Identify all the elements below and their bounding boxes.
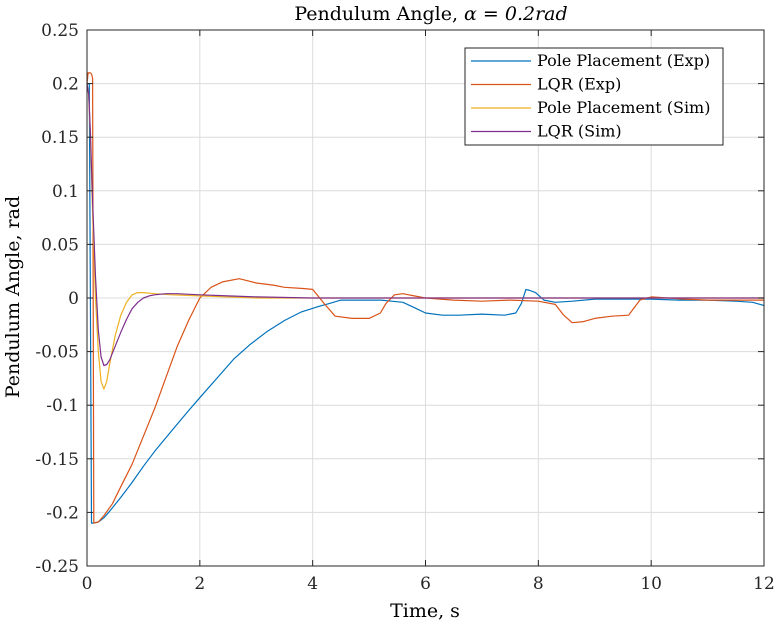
chart-title-math: α = 0.2rad — [464, 3, 568, 25]
y-tick-label: -0.2 — [46, 503, 79, 523]
legend: Pole Placement (Exp) LQR (Exp) Pole Placem… — [464, 47, 724, 146]
y-tick-label: -0.1 — [46, 396, 79, 416]
y-axis-label: Pendulum Angle, rad — [2, 196, 24, 398]
x-tick-label: 6 — [420, 574, 431, 594]
x-tick-label: 0 — [82, 574, 93, 594]
x-axis-tick-labels: 0 2 4 6 8 10 12 — [82, 574, 775, 594]
x-tick-label: 2 — [194, 574, 205, 594]
legend-label: LQR (Sim) — [537, 122, 622, 141]
legend-item: Pole Placement (Exp) — [471, 51, 710, 70]
x-tick-label: 12 — [753, 574, 775, 594]
x-tick-label: 4 — [307, 574, 318, 594]
legend-items: Pole Placement (Exp) LQR (Exp) Pole Placem… — [471, 51, 710, 141]
x-axis-label: Time, s — [390, 600, 460, 622]
y-tick-label: -0.25 — [35, 557, 79, 577]
x-tick-label: 10 — [640, 574, 662, 594]
y-tick-label: 0.25 — [41, 21, 79, 41]
tick-marks — [86, 29, 765, 567]
y-tick-label: 0.2 — [52, 75, 79, 95]
series-line-lqr-exp — [86, 72, 764, 524]
series-line-lqr-sim — [86, 83, 764, 367]
y-tick-label: -0.15 — [35, 450, 79, 470]
y-tick-label: 0.15 — [41, 128, 79, 148]
x-tick-label: 8 — [533, 574, 544, 594]
legend-box — [464, 47, 724, 146]
series-group — [86, 72, 765, 524]
y-tick-label: 0 — [68, 289, 79, 309]
chart-title-text: Pendulum Angle, — [294, 3, 464, 25]
y-axis-tick-labels: 0.25 0.2 0.15 0.1 0.05 0 -0.05 -0.1 -0.15 -0.2 -0.… — [35, 21, 79, 577]
legend-label: Pole Placement (Exp) — [537, 51, 710, 70]
y-tick-label: 0.1 — [52, 182, 79, 202]
y-tick-label: -0.05 — [35, 343, 79, 363]
legend-label: LQR (Exp) — [537, 75, 621, 94]
chart-title: Pendulum Angle, α = 0.2rad — [294, 3, 567, 25]
legend-item: LQR (Exp) — [471, 75, 621, 94]
series-line-pole-placement-exp — [87, 82, 765, 524]
legend-item: Pole Placement (Sim) — [471, 98, 710, 117]
legend-item: LQR (Sim) — [471, 122, 622, 141]
legend-label: Pole Placement (Sim) — [537, 98, 710, 117]
y-tick-label: 0.05 — [41, 235, 79, 255]
